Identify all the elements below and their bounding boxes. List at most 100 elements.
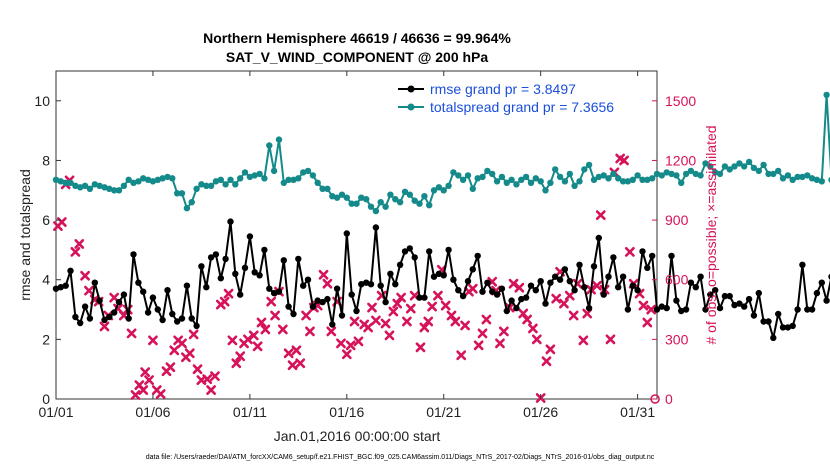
rmse-point — [290, 310, 297, 318]
rmse-point — [595, 234, 602, 242]
rmse-point — [518, 295, 525, 303]
chart-title-line1: Northern Hemisphere 46619 / 46636 = 99.9… — [203, 30, 511, 46]
obs-assimilated-marker — [270, 310, 280, 321]
rmse-point — [556, 276, 564, 283]
rmse-point — [818, 279, 825, 286]
totalspread-point — [222, 181, 229, 188]
rmse-point — [469, 266, 476, 273]
rmse-point — [775, 310, 782, 318]
rmse-point — [426, 248, 433, 255]
totalspread-point — [464, 172, 472, 179]
totalspread-point — [576, 178, 583, 185]
totalspread-point — [130, 179, 137, 186]
totalspread-point — [217, 176, 224, 183]
rmse-point — [561, 266, 569, 273]
totalspread-point — [775, 167, 782, 175]
rmse-point — [619, 273, 627, 280]
obs-assimilated-marker — [528, 323, 538, 334]
rmse-point — [455, 287, 462, 294]
obs-assimilated-marker — [642, 317, 653, 328]
obs-assimilated-marker — [219, 296, 230, 307]
obs-assimilated-marker — [206, 385, 216, 395]
rmse-point — [823, 297, 830, 304]
totalspread-point — [784, 172, 792, 179]
totalspread-point — [426, 202, 433, 209]
totalspread-point — [513, 181, 520, 188]
rmse-point — [489, 288, 496, 295]
rmse-point — [794, 306, 801, 313]
obs-assimilated-marker — [427, 301, 438, 312]
obs-assimilated-marker — [169, 345, 180, 356]
rmse-point — [789, 322, 796, 330]
rmse-point — [687, 279, 695, 286]
rmse-point — [237, 291, 244, 298]
rmse-point — [576, 261, 583, 268]
obs-assimilated-marker — [140, 367, 151, 378]
obs-assimilated-marker — [291, 345, 302, 356]
totalspread-point — [280, 179, 287, 186]
obs-assimilated-marker — [419, 322, 430, 333]
rmse-point — [348, 291, 355, 298]
obs-assimilated-marker — [522, 314, 533, 325]
y-axis-left-label: rmse and totalspread — [17, 169, 33, 301]
totalspread-point — [115, 187, 123, 194]
obs-assimilated-marker — [353, 336, 364, 347]
totalspread-point — [72, 182, 79, 189]
obs-assimilated-marker — [301, 310, 311, 321]
rmse-point — [174, 318, 181, 325]
rmse-point — [183, 282, 191, 289]
rmse-point — [106, 313, 113, 321]
obs-assimilated-marker — [326, 326, 337, 337]
totalspread-point — [571, 182, 578, 189]
rmse-point — [353, 307, 360, 315]
obs-assimilated-marker — [518, 308, 529, 319]
obs-assimilated-marker — [70, 246, 81, 257]
totalspread-point — [653, 170, 661, 178]
totalspread-point — [261, 175, 268, 182]
rmse-point — [149, 294, 157, 301]
obs-assimilated-marker — [266, 296, 277, 307]
totalspread-point — [57, 178, 64, 185]
totalspread-point — [644, 176, 651, 183]
rmse-point — [590, 263, 598, 270]
x-tick-label: 01/06 — [135, 404, 170, 420]
totalspread-point — [363, 196, 370, 203]
obs-assimilated-marker — [109, 292, 120, 303]
totalspread-point — [309, 172, 317, 179]
totalspread-point — [804, 172, 811, 179]
obs-assimilated-marker — [423, 316, 434, 327]
rmse-point — [634, 287, 641, 294]
totalspread-point — [566, 170, 573, 178]
totalspread-point — [712, 169, 719, 176]
totalspread-point — [52, 176, 60, 183]
obs-assimilated-marker — [495, 338, 505, 349]
totalspread-point — [823, 91, 830, 99]
rmse-point — [86, 315, 94, 322]
obs-assimilated-marker — [380, 318, 391, 329]
x-tick-label: 01/16 — [329, 404, 364, 420]
totalspread-series-group — [52, 91, 830, 215]
totalspread-point — [760, 161, 767, 169]
obs-assimilated-marker — [508, 278, 519, 289]
totalspread-point — [81, 182, 89, 189]
totalspread-point — [818, 178, 825, 185]
totalspread-point — [634, 172, 641, 179]
totalspread-point — [658, 172, 665, 179]
totalspread-point — [770, 170, 777, 178]
rmse-point — [610, 254, 617, 261]
obs-assimilated-marker — [99, 321, 110, 332]
rmse-point — [760, 318, 767, 325]
rmse-point — [275, 288, 283, 295]
totalspread-point — [120, 182, 128, 189]
rmse-point — [140, 288, 147, 295]
obs-assimilated-marker — [460, 320, 470, 331]
x-tick-label: 01/26 — [523, 404, 558, 420]
totalspread-point — [595, 173, 602, 181]
totalspread-point — [498, 173, 506, 181]
x-axis: 01/01 01/06 01/11 01/16 01/21 01/26 01/31 — [38, 71, 655, 420]
obs-assimilated-marker — [446, 310, 457, 321]
rmse-point — [678, 307, 685, 315]
rmse-point — [450, 276, 457, 283]
obs-assimilated-marker — [138, 385, 149, 395]
obs-assimilated-marker — [287, 360, 298, 371]
